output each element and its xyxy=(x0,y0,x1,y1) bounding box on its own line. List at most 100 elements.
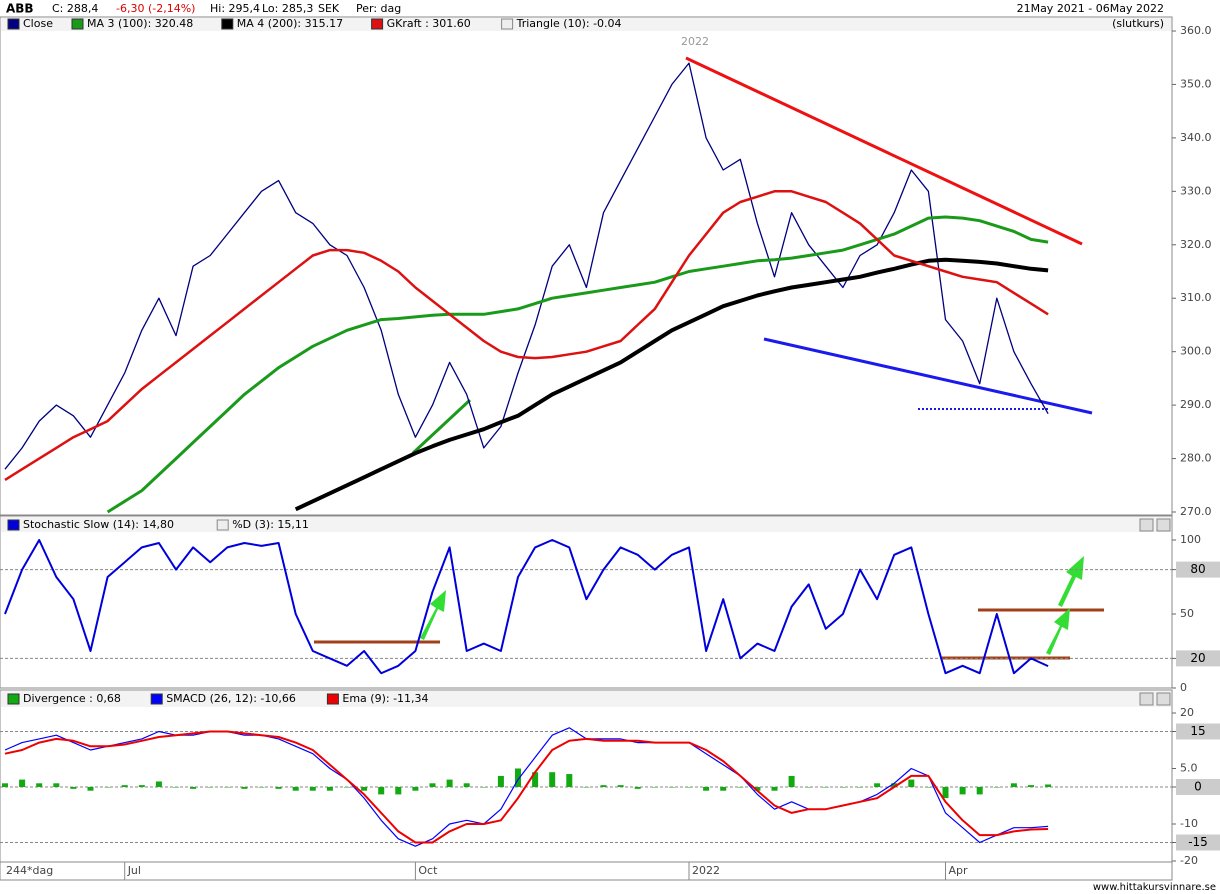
legend-swatch xyxy=(7,18,20,30)
x-tick-label: 2022 xyxy=(692,864,720,877)
y-tick-label: -10 xyxy=(1180,817,1198,830)
x-unit-label: 244*dag xyxy=(6,864,53,877)
y-tick-label: 350.0 xyxy=(1180,77,1212,90)
legend-label: Triangle (10): -0.04 xyxy=(516,17,622,30)
legend-label: MA 3 (100): 320.48 xyxy=(87,17,193,30)
arrow xyxy=(1046,608,1070,655)
year-label: 2022 xyxy=(681,35,709,48)
y-tick-label: 100 xyxy=(1180,533,1201,546)
bar xyxy=(617,785,624,787)
bar xyxy=(515,768,521,787)
bar xyxy=(993,787,1000,788)
y-tick-label: 310.0 xyxy=(1180,291,1212,304)
y-tick-label: 15 xyxy=(1190,724,1205,738)
bar xyxy=(224,787,231,788)
bar xyxy=(874,783,881,787)
bar xyxy=(583,787,590,788)
legend-label: %D (3): 15,11 xyxy=(232,518,309,531)
period: Per: dag xyxy=(356,2,401,15)
close-button[interactable] xyxy=(1156,692,1171,706)
bar xyxy=(395,787,402,795)
bar xyxy=(292,787,299,791)
x-tick-label: Apr xyxy=(949,864,969,877)
bar xyxy=(737,787,744,788)
bar xyxy=(2,783,8,787)
y-tick-label: 320.0 xyxy=(1180,238,1212,251)
bar xyxy=(70,787,77,789)
bar xyxy=(600,785,607,787)
bar xyxy=(549,772,556,787)
y-tick-label: 0 xyxy=(1194,780,1202,794)
y-tick-label: -15 xyxy=(1188,835,1208,849)
stoch-panel xyxy=(0,515,1173,689)
footer: www.hittakursvinnare.se xyxy=(1093,882,1216,893)
bar xyxy=(412,787,419,791)
bar xyxy=(378,787,385,795)
bar xyxy=(720,787,727,791)
legend-label: Divergence : 0,68 xyxy=(23,692,121,705)
legend-label: Ema (9): -11,34 xyxy=(342,692,428,705)
low: Lo: 285,3 xyxy=(262,2,313,15)
price-panel xyxy=(0,16,1173,516)
bar xyxy=(258,787,265,788)
bar xyxy=(942,787,949,799)
legend-row xyxy=(1,691,1171,707)
y-tick-label: 270.0 xyxy=(1180,505,1212,518)
bar xyxy=(138,785,145,787)
legend-swatch xyxy=(7,693,20,705)
bar xyxy=(959,787,966,795)
close: C: 288,4 xyxy=(52,2,98,15)
legend-swatch xyxy=(7,519,20,531)
tick-box xyxy=(1176,723,1220,740)
arrow xyxy=(420,590,446,640)
y-tick-label: 300.0 xyxy=(1180,345,1212,358)
bar xyxy=(839,787,846,788)
panel-buttons xyxy=(1139,518,1171,706)
macd-panel xyxy=(0,689,1173,881)
zoom-button[interactable] xyxy=(1139,518,1154,532)
bar xyxy=(155,781,162,787)
bar xyxy=(771,787,778,791)
bar xyxy=(480,787,487,788)
bar xyxy=(275,787,282,789)
bar xyxy=(566,774,573,787)
zoom-button[interactable] xyxy=(1139,692,1154,706)
bar xyxy=(703,787,710,791)
legend-row xyxy=(1,517,1171,532)
series-line xyxy=(4,190,1049,481)
y-tick-label: 280.0 xyxy=(1180,452,1212,465)
bar xyxy=(361,787,368,791)
y-tick-label: 20 xyxy=(1190,651,1205,665)
bar xyxy=(326,787,333,791)
bar xyxy=(344,787,350,788)
bar xyxy=(891,783,898,787)
bar xyxy=(53,783,60,787)
high: Hi: 295,4 xyxy=(210,2,260,15)
price-mode: (slutkurs) xyxy=(1112,17,1164,30)
x-tick-label: Jul xyxy=(127,864,141,877)
y-tick-label: 80 xyxy=(1190,562,1205,576)
bar xyxy=(1045,784,1052,787)
trend-line xyxy=(763,337,1093,415)
bar xyxy=(446,779,453,787)
bar xyxy=(241,787,248,789)
bar xyxy=(754,787,761,791)
legend-swatch xyxy=(150,693,163,705)
legend-label: Stochastic Slow (14): 14,80 xyxy=(23,518,174,531)
series-line xyxy=(106,215,1049,514)
close-button[interactable] xyxy=(1156,518,1171,532)
bar xyxy=(805,787,812,788)
tick-box xyxy=(1176,834,1220,851)
y-tick-label: 20 xyxy=(1180,706,1194,719)
bar xyxy=(87,787,94,791)
bar xyxy=(857,787,863,788)
bar xyxy=(463,783,470,787)
bar xyxy=(668,787,675,788)
y-tick-label: 290.0 xyxy=(1180,398,1212,411)
currency: SEK xyxy=(318,2,340,15)
date-range: 21May 2021 - 06May 2022 xyxy=(1017,2,1164,15)
bar xyxy=(651,787,658,788)
